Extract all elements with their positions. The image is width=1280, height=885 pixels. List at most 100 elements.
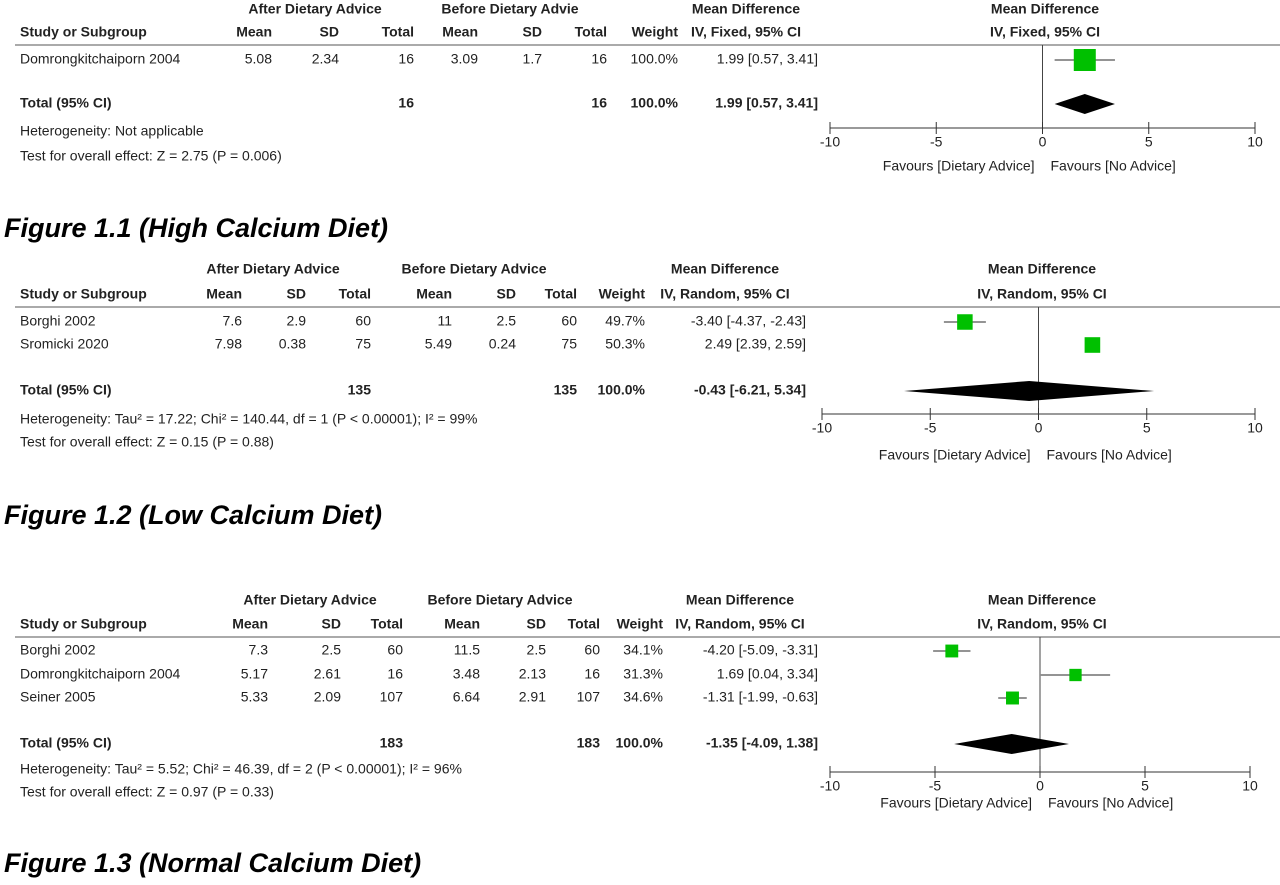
favours-left: Favours [Dietary Advice] [883,158,1035,174]
total-n1: 135 [348,382,372,398]
total-n1: 183 [380,735,404,751]
tick-label: 0 [1036,778,1044,794]
tick-label: 10 [1242,778,1258,794]
column-header: Mean [444,616,480,632]
table-cell: 5.08 [245,51,272,67]
group-header: Before Dietary Advice [402,261,547,277]
column-header: IV, Random, 95% CI [977,286,1106,302]
table-cell: 0.24 [489,336,516,352]
group-header: After Dietary Advice [248,1,382,17]
table-cell: 2.91 [519,689,546,705]
total-n2: 135 [554,382,578,398]
tick-label: -5 [930,134,943,150]
table-cell: 5.33 [241,689,268,705]
tick-label: 10 [1247,420,1263,436]
column-header: Total [371,616,403,632]
study-name: Domrongkitchaiporn 2004 [20,51,181,67]
group-header: Mean Difference [991,1,1099,17]
column-header: Mean [232,616,268,632]
column-header: Weight [632,24,679,40]
favours-right: Favours [No Advice] [1048,795,1173,811]
tick-label: 10 [1247,134,1263,150]
heterogeneity: Heterogeneity: Not applicable [20,123,204,139]
tick-label: -5 [929,778,942,794]
table-cell: 107 [577,689,601,705]
effect-square [957,314,973,330]
tick-label: -10 [820,134,840,150]
group-header: Mean Difference [692,1,800,17]
effect-square [1084,337,1101,353]
table-cell: 2.34 [312,51,339,67]
column-header: SD [497,286,516,302]
total-n1: 16 [398,95,414,111]
effect-label: 1.99 [0.57, 3.41] [717,51,818,67]
group-header: After Dietary Advice [206,261,340,277]
total-name: Total (95% CI) [20,735,112,751]
column-header: Study or Subgroup [20,24,147,40]
total-name: Total (95% CI) [20,382,112,398]
table-cell: 11.5 [454,642,480,658]
column-header: SD [322,616,341,632]
tick-label: -5 [924,420,937,436]
heterogeneity: Heterogeneity: Tau² = 17.22; Chi² = 140.… [20,411,478,427]
weight: 50.3% [605,336,645,352]
column-header: Weight [617,616,664,632]
table-cell: 7.3 [249,642,269,658]
column-header: IV, Random, 95% CI [660,286,789,302]
table-cell: 75 [355,336,371,352]
total-effect-label: -0.43 [-6.21, 5.34] [694,382,806,398]
total-weight: 100.0% [631,95,679,111]
favours-right: Favours [No Advice] [1051,158,1176,174]
figure-caption: Figure 1.2 (Low Calcium Diet) [4,500,382,530]
weight: 34.6% [623,689,663,705]
column-header: Mean [236,24,272,40]
column-header: Mean [206,286,242,302]
table-cell: 11 [437,313,452,329]
effect-square [1073,49,1096,71]
group-header: Mean Difference [686,592,794,608]
table-cell: 7.6 [223,313,243,329]
table-cell: 6.64 [453,689,480,705]
table-cell: 60 [387,642,403,658]
study-name: Borghi 2002 [20,313,96,329]
column-header: Weight [599,286,646,302]
table-cell: 5.49 [425,336,452,352]
table-cell: 3.09 [451,51,478,67]
study-name: Sromicki 2020 [20,336,109,352]
study-name: Borghi 2002 [20,642,96,658]
column-header: Total [339,286,371,302]
tick-label: -10 [820,778,840,794]
column-header: Total [545,286,577,302]
table-cell: 60 [561,313,577,329]
column-header: IV, Random, 95% CI [977,616,1106,632]
column-header: Total [575,24,607,40]
column-header: IV, Fixed, 95% CI [990,24,1100,40]
effect-label: -1.31 [-1.99, -0.63] [703,689,818,705]
table-cell: 2.13 [519,666,546,682]
table-cell: 2.5 [497,313,517,329]
figure-caption: Figure 1.3 (Normal Calcium Diet) [4,848,421,878]
effect-square [1069,668,1082,682]
table-cell: 3.48 [453,666,480,682]
figure-caption: Figure 1.1 (High Calcium Diet) [4,213,388,243]
weight: 34.1% [623,642,663,658]
group-header: After Dietary Advice [243,592,377,608]
column-header: Mean [442,24,478,40]
column-header: Study or Subgroup [20,616,147,632]
weight: 49.7% [605,313,645,329]
table-cell: 16 [387,666,403,682]
tick-label: -10 [812,420,832,436]
group-header: Mean Difference [988,592,1096,608]
tick-label: 0 [1035,420,1043,436]
group-header: Mean Difference [671,261,779,277]
favours-left: Favours [Dietary Advice] [880,795,1032,811]
total-effect-label: 1.99 [0.57, 3.41] [715,95,818,111]
table-cell: 2.61 [314,666,341,682]
effect-square [945,644,959,658]
column-header: Study or Subgroup [20,286,147,302]
effect-square [1006,691,1019,705]
table-cell: 60 [355,313,371,329]
table-cell: 1.7 [523,51,543,67]
total-diamond [904,381,1155,401]
